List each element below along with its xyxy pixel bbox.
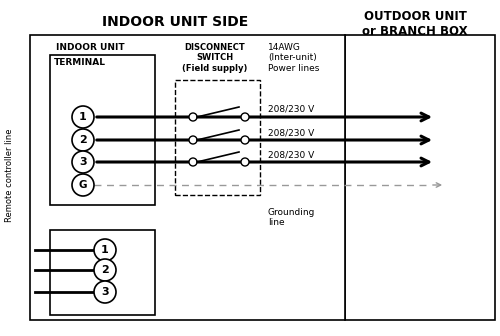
Text: DISCONNECT
SWITCH
(Field supply): DISCONNECT SWITCH (Field supply)	[182, 43, 248, 73]
Circle shape	[72, 129, 94, 151]
Text: 3: 3	[101, 287, 109, 297]
Bar	[50, 55, 155, 205]
Text: 3: 3	[79, 157, 87, 167]
Text: 208/230 V: 208/230 V	[268, 105, 314, 114]
Circle shape	[72, 174, 94, 196]
Text: 2: 2	[101, 265, 109, 275]
Text: Grounding
line: Grounding line	[268, 208, 316, 227]
Circle shape	[72, 106, 94, 128]
Text: 208/230 V: 208/230 V	[268, 128, 314, 137]
Circle shape	[241, 136, 249, 144]
Circle shape	[94, 281, 116, 303]
Bar	[30, 35, 345, 320]
Circle shape	[189, 113, 197, 121]
Bar	[50, 230, 155, 315]
Text: INDOOR UNIT SIDE: INDOOR UNIT SIDE	[102, 15, 248, 29]
Bar	[345, 35, 495, 320]
Text: TERMINAL: TERMINAL	[54, 58, 106, 67]
Text: 14AWG
(Inter-unit)
Power lines: 14AWG (Inter-unit) Power lines	[268, 43, 320, 73]
Text: 1: 1	[79, 112, 87, 122]
Circle shape	[189, 158, 197, 166]
Circle shape	[94, 259, 116, 281]
Text: INDOOR UNIT: INDOOR UNIT	[56, 43, 124, 52]
Circle shape	[189, 136, 197, 144]
Circle shape	[241, 113, 249, 121]
Circle shape	[72, 151, 94, 173]
Circle shape	[241, 158, 249, 166]
Text: Remote controller line: Remote controller line	[6, 128, 15, 222]
Text: 208/230 V: 208/230 V	[268, 150, 314, 159]
Bar	[175, 80, 260, 195]
Circle shape	[94, 239, 116, 261]
Text: G: G	[79, 180, 88, 190]
Text: 2: 2	[79, 135, 87, 145]
Text: 1: 1	[101, 245, 109, 255]
Text: OUTDOOR UNIT
or BRANCH BOX: OUTDOOR UNIT or BRANCH BOX	[362, 10, 468, 38]
